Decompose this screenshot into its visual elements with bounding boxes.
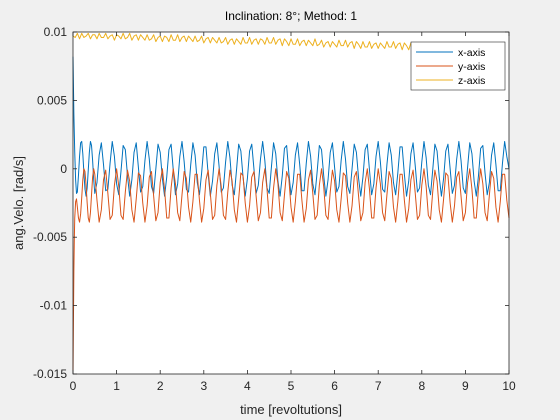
y-tick-label: -0.01 [40,299,68,313]
ticks-layer: 0 1 2 3 4 5 6 7 8 9 10 -0.015 -0.01 -0.005 0 0.005 0.01 [33,25,516,393]
y-tick-label: -0.015 [33,367,67,381]
y-tick-label: -0.005 [33,230,67,244]
x-tick-label: 4 [244,379,251,393]
x-tick-label: 2 [157,379,164,393]
x-tick-label: 1 [113,379,120,393]
x-tick-label: 5 [288,379,295,393]
chart-title: Inclination: 8°; Method: 1 [225,9,358,23]
x-tick-label: 0 [70,379,77,393]
series-line-y-axis [72,168,510,372]
y-tick-label: 0.01 [44,25,68,39]
series-line-x-axis [72,56,510,197]
x-tick-label: 9 [462,379,469,393]
x-tick-label: 7 [375,379,382,393]
legend-label-y-axis: y-axis [458,61,485,73]
y-tick-label: 0.005 [37,93,67,107]
x-tick-label: 10 [502,379,516,393]
legend-label-z-axis: z-axis [458,75,485,87]
y-axis-label: ang.Velo. [rad/s] [11,156,26,250]
legend-label-x-axis: x-axis [458,47,485,59]
x-tick-label: 3 [200,379,207,393]
x-tick-label: 8 [418,379,425,393]
legend: x-axis y-axis z-axis [410,41,506,91]
y-tick-label: 0 [60,162,67,176]
x-axis-label: time [revoltutions] [240,402,342,417]
x-tick-label: 6 [331,379,338,393]
